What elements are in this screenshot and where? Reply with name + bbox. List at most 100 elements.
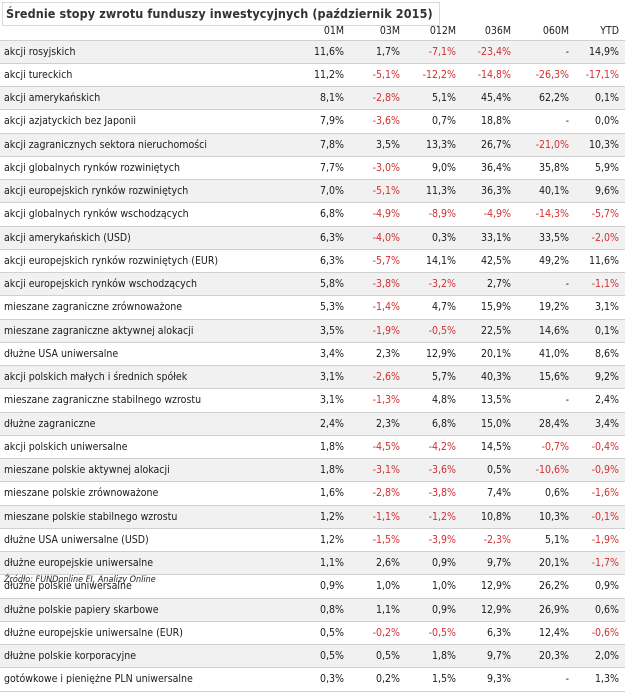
return-value-cell: -14,3% — [517, 202, 575, 227]
table-row: mieszane polskie zrównoważone 1,6% -2,8% -3… — [0, 481, 625, 506]
return-value-cell: 6,3% — [300, 249, 350, 274]
return-value-cell: 1,7% — [350, 40, 406, 64]
return-value-cell: 1,0% — [350, 574, 406, 599]
return-value-cell: 2,0% — [575, 644, 625, 669]
return-value-cell: 28,4% — [517, 412, 575, 436]
return-value-cell: - — [517, 109, 575, 134]
return-value-cell: 2,4% — [300, 412, 350, 436]
return-value-cell: 22,5% — [462, 319, 517, 343]
return-value-cell: -3,6% — [406, 458, 462, 483]
return-value-cell: 12,9% — [462, 574, 517, 599]
return-value-cell: 62,2% — [517, 86, 575, 111]
return-value-cell: 7,7% — [300, 156, 350, 181]
table-row: dłużne polskie papiery skarbowe 0,8% 1,1% 0… — [0, 598, 625, 622]
return-value-cell: -2,8% — [350, 86, 406, 111]
return-value-cell: 5,1% — [406, 86, 462, 111]
column-header-03m: 03M — [350, 22, 406, 41]
return-value-cell: 1,3% — [575, 667, 625, 692]
table-row: akcji azjatyckich bez Japonii 7,9% -3,6% 0,… — [0, 109, 625, 134]
fund-category-name: mieszane zagraniczne zrównoważone — [0, 295, 300, 320]
return-value-cell: 5,1% — [517, 528, 575, 553]
return-value-cell: -1,9% — [350, 319, 406, 343]
fund-category-name: dłużne europejskie uniwersalne (EUR) — [0, 621, 300, 646]
return-value-cell: -5,7% — [350, 249, 406, 274]
return-value-cell: 7,4% — [462, 481, 517, 506]
table-row: akcji zagranicznych sektora nieruchomośc… — [0, 133, 625, 157]
fund-category-name: mieszane polskie zrównoważone — [0, 481, 300, 506]
return-value-cell: 20,3% — [517, 644, 575, 669]
return-value-cell: -3,1% — [350, 458, 406, 483]
return-value-cell: 0,9% — [406, 551, 462, 576]
return-value-cell: 1,1% — [300, 551, 350, 576]
return-value-cell: -2,6% — [350, 365, 406, 390]
fund-category-name: dłużne USA uniwersalne (USD) — [0, 528, 300, 553]
return-value-cell: 36,4% — [462, 156, 517, 181]
table-row: akcji globalnych rynków rozwiniętych 7,7%… — [0, 156, 625, 181]
return-value-cell: -1,5% — [350, 528, 406, 553]
table-row: akcji europejskich rynków rozwiniętych 7,… — [0, 179, 625, 204]
return-value-cell: 0,8% — [300, 598, 350, 622]
return-value-cell: -4,5% — [350, 435, 406, 460]
return-value-cell: 3,4% — [575, 412, 625, 436]
return-value-cell: 15,0% — [462, 412, 517, 436]
return-value-cell: 13,3% — [406, 133, 462, 157]
return-value-cell: - — [517, 272, 575, 297]
return-value-cell: 11,6% — [300, 40, 350, 64]
table-row: akcji europejskich rynków rozwiniętych (… — [0, 249, 625, 274]
return-value-cell: -1,3% — [350, 388, 406, 413]
return-value-cell: 0,6% — [517, 481, 575, 506]
return-value-cell: 6,3% — [300, 226, 350, 250]
return-value-cell: -1,1% — [350, 505, 406, 529]
return-value-cell: 9,0% — [406, 156, 462, 181]
return-value-cell: -0,1% — [575, 505, 625, 529]
return-value-cell: 11,2% — [300, 63, 350, 88]
return-value-cell: 45,4% — [462, 86, 517, 111]
return-value-cell: -4,9% — [462, 202, 517, 227]
table-row: gotówkowe i pieniężne PLN uniwersalne 0,3… — [0, 667, 625, 692]
return-value-cell: - — [517, 40, 575, 64]
return-value-cell: 40,3% — [462, 365, 517, 390]
return-value-cell: 6,8% — [300, 202, 350, 227]
return-value-cell: -5,1% — [350, 63, 406, 88]
return-value-cell: 0,1% — [575, 86, 625, 111]
table-row: akcji polskich uniwersalne 1,8% -4,5% -4,2%… — [0, 435, 625, 460]
return-value-cell: -3,8% — [350, 272, 406, 297]
return-value-cell: 15,9% — [462, 295, 517, 320]
return-value-cell: -3,9% — [406, 528, 462, 553]
table-row: mieszane polskie stabilnego wzrostu 1,2% -… — [0, 505, 625, 529]
fund-category-name: akcji amerykańskich — [0, 86, 300, 111]
return-value-cell: -3,8% — [406, 481, 462, 506]
return-value-cell: 6,3% — [462, 621, 517, 646]
return-value-cell: 12,9% — [462, 598, 517, 622]
return-value-cell: 1,0% — [406, 574, 462, 599]
return-value-cell: -14,8% — [462, 63, 517, 88]
fund-category-name: mieszane zagraniczne aktywnej alokacji — [0, 319, 300, 343]
return-value-cell: -26,3% — [517, 63, 575, 88]
fund-category-name: akcji polskich małych i średnich spółek — [0, 365, 300, 390]
return-value-cell: -4,2% — [406, 435, 462, 460]
fund-category-name: mieszane polskie aktywnej alokacji — [0, 458, 300, 483]
table-row: akcji rosyjskich 11,6% 1,7% -7,1% -23,4% -14,… — [0, 40, 625, 64]
source-note: Źródło: FUNDonline FI, Analizy Online — [4, 575, 156, 585]
return-value-cell: 9,7% — [462, 644, 517, 669]
return-value-cell: -0,9% — [575, 458, 625, 483]
table-row: mieszane zagraniczne aktywnej alokacji 3,… — [0, 319, 625, 343]
return-value-cell: 10,3% — [517, 505, 575, 529]
fund-category-name: gotówkowe i pieniężne PLN uniwersalne — [0, 667, 300, 692]
return-value-cell: -0,5% — [406, 621, 462, 646]
return-value-cell: 5,7% — [406, 365, 462, 390]
return-value-cell: 11,6% — [575, 249, 625, 274]
column-header-ytd: YTD — [575, 22, 625, 41]
return-value-cell: -1,6% — [575, 481, 625, 506]
return-value-cell: 3,5% — [350, 133, 406, 157]
return-value-cell: 7,0% — [300, 179, 350, 204]
return-value-cell: 0,6% — [575, 598, 625, 622]
return-value-cell: 3,4% — [300, 342, 350, 367]
return-value-cell: 3,1% — [575, 295, 625, 320]
return-value-cell: 9,6% — [575, 179, 625, 204]
return-value-cell: 1,5% — [406, 667, 462, 692]
fund-category-name: dłużne europejskie uniwersalne — [0, 551, 300, 576]
table-row: akcji polskich małych i średnich spółek 3… — [0, 365, 625, 390]
return-value-cell: -3,6% — [350, 109, 406, 134]
